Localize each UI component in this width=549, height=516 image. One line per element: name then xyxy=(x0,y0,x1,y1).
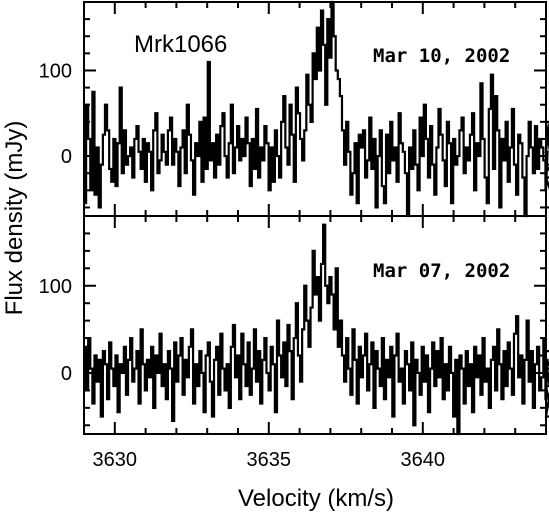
y-tick-label-top-0: 0 xyxy=(61,146,72,168)
date-label-bottom: Mar 07, 2002 xyxy=(373,260,510,282)
date-label-top: Mar 10, 2002 xyxy=(373,45,510,67)
spectrum-trace-top xyxy=(84,0,549,218)
source-label: Mrk1066 xyxy=(134,31,227,58)
x-tick-label-3635: 3635 xyxy=(247,449,292,471)
x-tick-label-3630: 3630 xyxy=(93,449,138,471)
x-tick-label-3640: 3640 xyxy=(401,449,446,471)
ticks-bottom xyxy=(83,215,547,434)
x-tick-labels: 3630 3635 3640 xyxy=(93,449,446,471)
panel-bottom-frame xyxy=(83,215,547,435)
x-axis-title: Velocity (km/s) xyxy=(238,485,394,512)
y-tick-label-top-100: 100 xyxy=(39,60,72,82)
spectrum-trace-bottom xyxy=(84,223,549,436)
panel-bottom: 0 100 Mar 07, 2002 xyxy=(39,215,549,436)
panel-top: 0 100 Mrk1066 Mar 10, 2002 xyxy=(39,0,549,218)
y-tick-label-bottom-100: 100 xyxy=(39,276,72,298)
y-axis-title: Flux density (mJy) xyxy=(1,121,28,316)
y-tick-label-bottom-0: 0 xyxy=(61,363,72,385)
y-tick-labels-top: 0 100 xyxy=(39,60,72,168)
y-tick-labels-bottom: 0 100 xyxy=(39,276,72,385)
